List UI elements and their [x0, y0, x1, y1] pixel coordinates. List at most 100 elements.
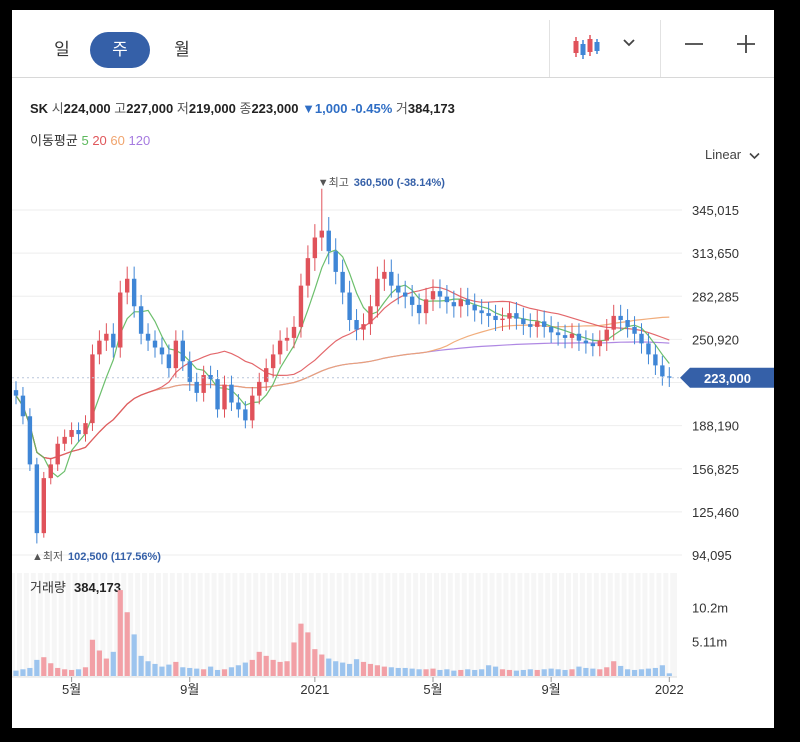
volume-bar — [631, 669, 638, 676]
candle-body — [472, 304, 477, 311]
candle-body — [118, 292, 123, 348]
candle-body — [333, 251, 338, 272]
candle-body — [264, 368, 269, 382]
volume-bar — [326, 658, 332, 676]
tab-week[interactable]: 주 — [90, 32, 150, 68]
candle-body — [138, 306, 144, 334]
candle-body — [597, 340, 602, 347]
volume-bar — [562, 669, 568, 676]
scale-mode-select[interactable]: Linear — [705, 147, 742, 162]
chart-type-candle-icon[interactable] — [572, 34, 602, 60]
candle-body — [542, 321, 547, 327]
high-label: 고 — [114, 101, 127, 116]
candle-body — [646, 343, 651, 355]
candle-body — [145, 333, 151, 341]
candle-body — [152, 340, 158, 348]
candle-body — [507, 313, 512, 319]
candle-body — [389, 271, 394, 286]
volume-bar — [319, 654, 325, 676]
candle-body — [423, 299, 429, 314]
ma-120[interactable]: 120 — [128, 133, 151, 148]
volume-bar — [618, 665, 624, 676]
volume-bar — [180, 667, 186, 676]
candle-body — [618, 315, 623, 321]
candle-body — [13, 390, 19, 396]
volume-bar — [625, 669, 631, 676]
change-value: ▼1,000 — [302, 101, 348, 116]
candle-body — [409, 296, 415, 305]
candle-body — [632, 326, 637, 334]
ma-20[interactable]: 20 — [92, 133, 107, 148]
volume-bar — [201, 669, 207, 676]
candle-body — [500, 318, 505, 321]
scale-mode-chevron-icon[interactable] — [749, 152, 760, 160]
tab-month[interactable]: 월 — [174, 40, 190, 59]
candle-body — [69, 430, 74, 437]
candle-body — [375, 278, 380, 307]
close-value: 223,000 — [251, 101, 299, 116]
volume-bar — [645, 668, 652, 676]
volume-bar — [520, 669, 526, 676]
volume-bar — [82, 667, 89, 676]
volume-bar — [416, 669, 422, 676]
moving-average-legend: 이동평균 5 20 60 120 — [30, 130, 150, 149]
y-axis-tick-label: 313,650 — [692, 246, 739, 261]
candle-body — [653, 354, 658, 366]
volume-bar — [527, 669, 533, 676]
candle-body — [20, 395, 26, 417]
candle-body — [639, 333, 644, 344]
open-label: 시 — [51, 101, 64, 116]
candle-body — [382, 271, 387, 279]
min-price-label: ▲최저 — [32, 550, 63, 563]
zoom-in-icon[interactable] — [736, 34, 756, 54]
volume-bar — [298, 623, 304, 676]
ma-60[interactable]: 60 — [110, 133, 125, 148]
candle-body — [326, 230, 331, 252]
volume-bar — [402, 667, 408, 676]
candle-body — [125, 278, 130, 293]
candle-body — [277, 340, 283, 355]
volume-bar — [284, 661, 290, 676]
candle-body — [528, 324, 533, 327]
volume-bar — [173, 661, 179, 676]
candle-body — [451, 302, 457, 307]
ma-5[interactable]: 5 — [81, 133, 89, 148]
volume-bar — [117, 590, 123, 676]
x-axis-tick-label: 5월 — [423, 682, 442, 697]
candle-body — [347, 292, 352, 321]
volume-bar — [291, 642, 297, 676]
candle-body — [569, 333, 575, 338]
volume-bar — [437, 669, 443, 676]
volume-bar — [492, 666, 499, 676]
toolbar-divider — [660, 20, 661, 78]
volume-bar — [34, 659, 40, 676]
candle-body — [312, 237, 318, 259]
zoom-out-icon[interactable] — [684, 34, 704, 54]
candle-body — [201, 375, 206, 393]
volume-bar — [221, 669, 228, 676]
candle-body — [104, 333, 109, 341]
volume-bar — [409, 668, 415, 676]
candle-body — [48, 464, 53, 479]
chart-type-dropdown-chevron-icon[interactable] — [622, 38, 636, 48]
volume-bar — [576, 666, 582, 676]
volume-bar — [513, 670, 519, 676]
max-price-annotation: 360,500 (-38.14%) — [354, 177, 445, 189]
candle-body — [187, 361, 192, 382]
volume-bar — [340, 662, 346, 676]
candle-body — [514, 313, 519, 319]
candle-body — [298, 285, 304, 327]
candle-body — [576, 333, 582, 341]
volume-bar — [472, 669, 478, 676]
x-axis-tick-label: 9월 — [542, 682, 561, 697]
tab-day[interactable]: 일 — [54, 40, 70, 59]
volume-bar — [381, 666, 387, 676]
last-price-label: 223,000 — [704, 371, 751, 386]
volume-bar — [20, 669, 26, 676]
price-chart[interactable]: 345,015 313,650 282,285 250,920 188,190 156,8… — [12, 10, 774, 728]
candle-body — [41, 478, 46, 534]
candle-body — [208, 375, 213, 380]
volume-bar — [353, 659, 360, 676]
volume-bar — [458, 669, 464, 676]
toolbar-divider — [549, 20, 550, 78]
